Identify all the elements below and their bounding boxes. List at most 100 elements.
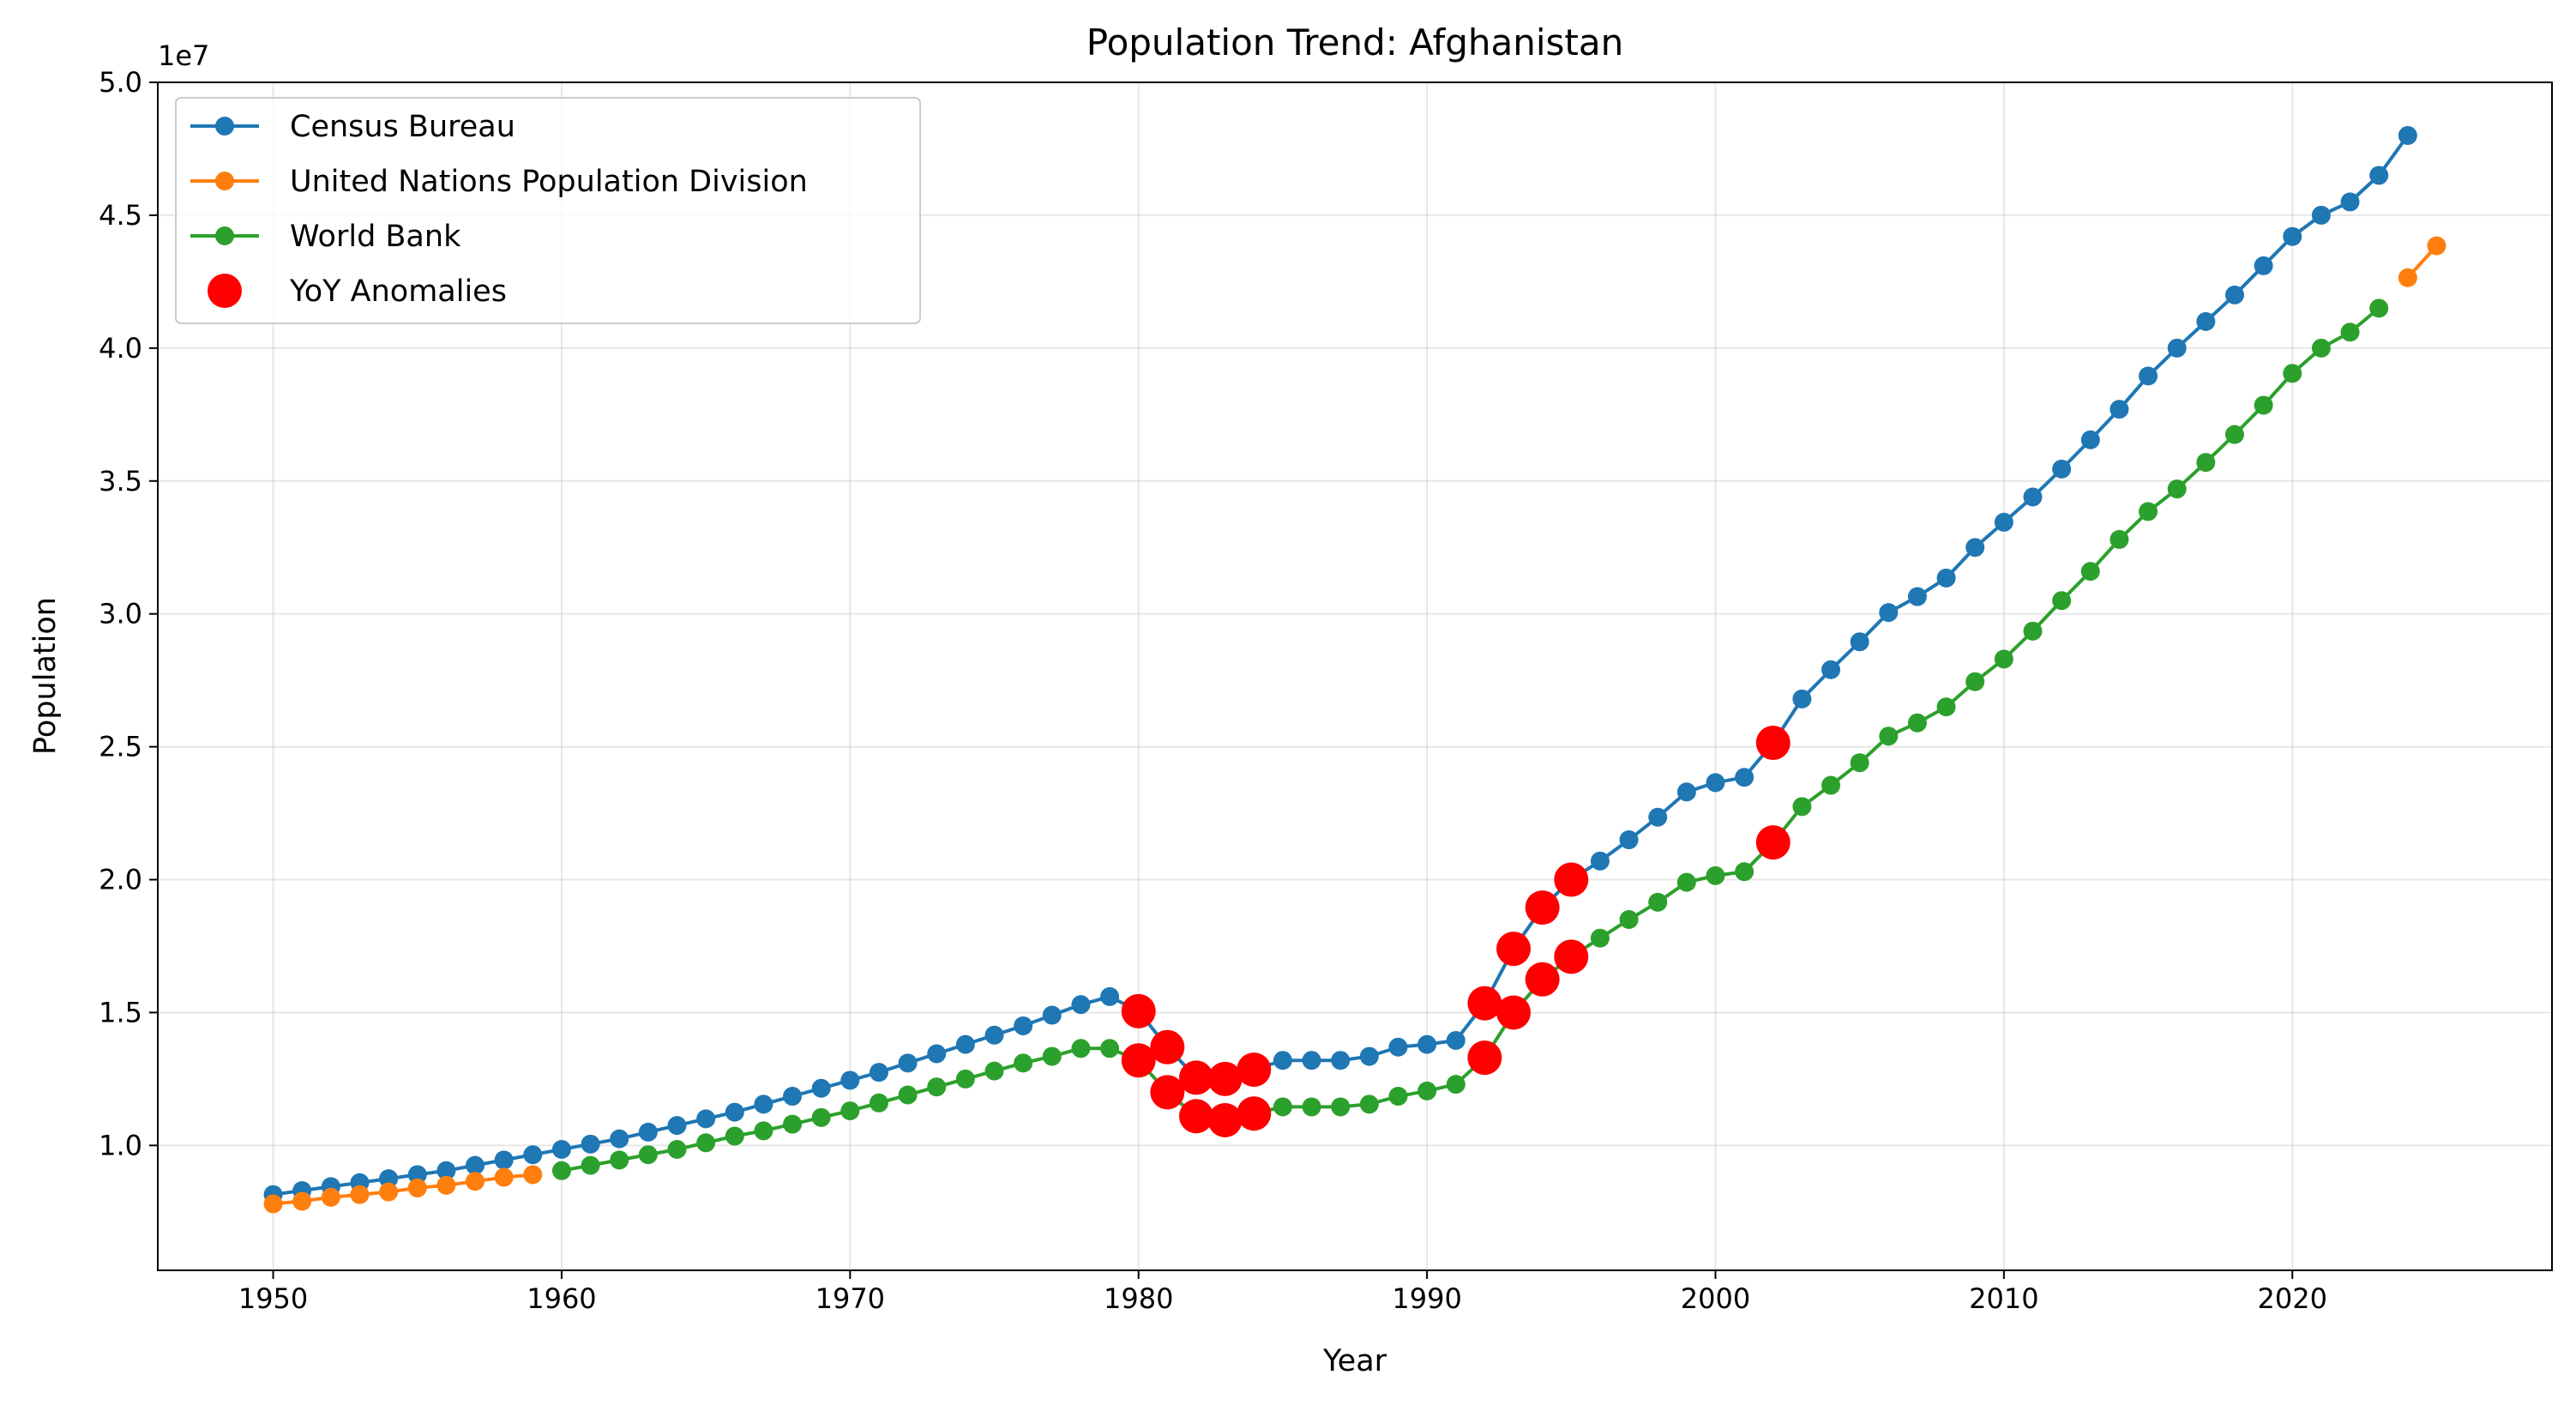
data-point [955,1034,975,1054]
anomaly-point [1150,1075,1185,1110]
data-point [551,1161,571,1180]
anomaly-point [1178,1099,1213,1134]
anomaly-point [1207,1061,1243,1096]
legend-label-census: Census Bureau [290,110,515,144]
data-point [1676,872,1696,892]
data-point [667,1140,687,1160]
data-point [2196,453,2216,473]
series-united-nations-population-division [263,236,2447,1214]
data-point [783,1087,803,1107]
anomaly-point [1467,1040,1502,1076]
data-point [1879,603,1899,623]
data-point [523,1165,543,1185]
data-point [811,1107,831,1127]
data-point [2052,459,2072,479]
data-point [927,1044,947,1064]
data-point [551,1140,571,1160]
data-point [1302,1097,1321,1117]
anomaly-point [1755,825,1791,860]
y-tick-label: 4.0 [99,332,142,365]
data-point [2139,366,2158,386]
y-tick-label: 4.5 [99,199,142,232]
data-point [955,1069,975,1088]
data-point [1590,851,1610,871]
data-point [1359,1046,1379,1066]
y-tick-label: 5.0 [99,66,142,99]
data-point [2224,425,2244,444]
x-tick-label: 1960 [527,1282,596,1315]
data-point [2427,236,2447,256]
data-point [638,1145,658,1165]
data-point [1273,1051,1292,1070]
data-point [581,1134,600,1154]
data-point [811,1078,831,1098]
series-line [561,306,2380,1173]
data-point [1792,797,1812,817]
data-point [1879,727,1899,746]
data-point [2283,226,2302,246]
data-point [1936,568,1956,588]
data-point [927,1077,947,1097]
legend-label-anomalies: YoY Anomalies [289,274,507,309]
data-point [1850,632,1869,652]
data-point [754,1121,773,1141]
data-point [2110,529,2129,549]
x-tick-label: 2020 [2258,1282,2327,1315]
data-point [1619,910,1639,930]
data-point [1071,1039,1091,1058]
legend: Census Bureau United Nations Population … [175,97,921,324]
data-point [1446,1030,1466,1050]
data-point [1821,775,1841,795]
legend-marker-worldbank [215,226,234,245]
data-point [1100,1039,1120,1058]
data-point [2052,591,2072,611]
data-point [1590,928,1610,948]
data-point [2369,166,2389,185]
data-point [436,1161,456,1180]
data-point [1735,862,1754,882]
data-point [1706,865,1725,885]
data-point [840,1101,860,1121]
data-point [350,1185,370,1204]
anomaly-point [1554,939,1589,974]
anomaly-point [1554,862,1589,897]
data-point [2080,430,2100,449]
anomaly-layer [1121,725,1791,1137]
data-point [1821,660,1841,679]
anomaly-point [1178,1060,1213,1095]
x-tick-label: 1970 [816,1282,885,1315]
data-point [869,1093,888,1113]
data-point [667,1116,687,1136]
data-point [292,1191,312,1211]
anomaly-point [1121,1043,1156,1078]
data-point [2254,395,2273,415]
data-point [1446,1075,1466,1094]
x-axis-label: Year [1322,1344,1387,1378]
data-point [725,1126,744,1146]
data-point [696,1109,716,1129]
anomaly-point [1121,993,1156,1028]
data-point [696,1133,716,1153]
data-point [2340,192,2360,212]
data-point [1994,512,2013,532]
data-point [2080,562,2100,582]
data-point [494,1167,514,1187]
data-point [466,1155,485,1175]
data-point [754,1094,773,1114]
data-point [2196,311,2216,331]
anomaly-point [1525,890,1560,926]
data-point [494,1150,514,1170]
data-point [1071,995,1091,1015]
data-point [407,1165,427,1185]
anomaly-point [1496,995,1532,1030]
data-point [1100,986,1120,1006]
series-line [273,1173,533,1206]
data-point [984,1061,1004,1081]
data-point [523,1145,543,1165]
data-point [1331,1051,1351,1070]
x-tick-label: 2000 [1681,1282,1750,1315]
data-point [1014,1016,1033,1035]
data-point [2340,323,2360,342]
legend-marker-anomalies [208,274,242,308]
